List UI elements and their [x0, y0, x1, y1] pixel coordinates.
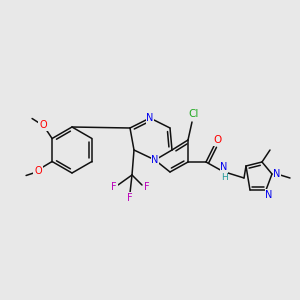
Text: O: O	[214, 135, 222, 145]
Text: N: N	[265, 190, 273, 200]
Text: N: N	[273, 169, 281, 179]
Text: F: F	[111, 182, 117, 192]
Text: Cl: Cl	[189, 109, 199, 119]
Text: F: F	[144, 182, 150, 192]
Text: O: O	[39, 121, 47, 130]
Text: N: N	[146, 113, 154, 123]
Text: N: N	[220, 162, 228, 172]
Text: N: N	[151, 155, 159, 165]
Text: H: H	[220, 173, 227, 182]
Text: O: O	[34, 167, 42, 176]
Text: F: F	[127, 193, 133, 203]
